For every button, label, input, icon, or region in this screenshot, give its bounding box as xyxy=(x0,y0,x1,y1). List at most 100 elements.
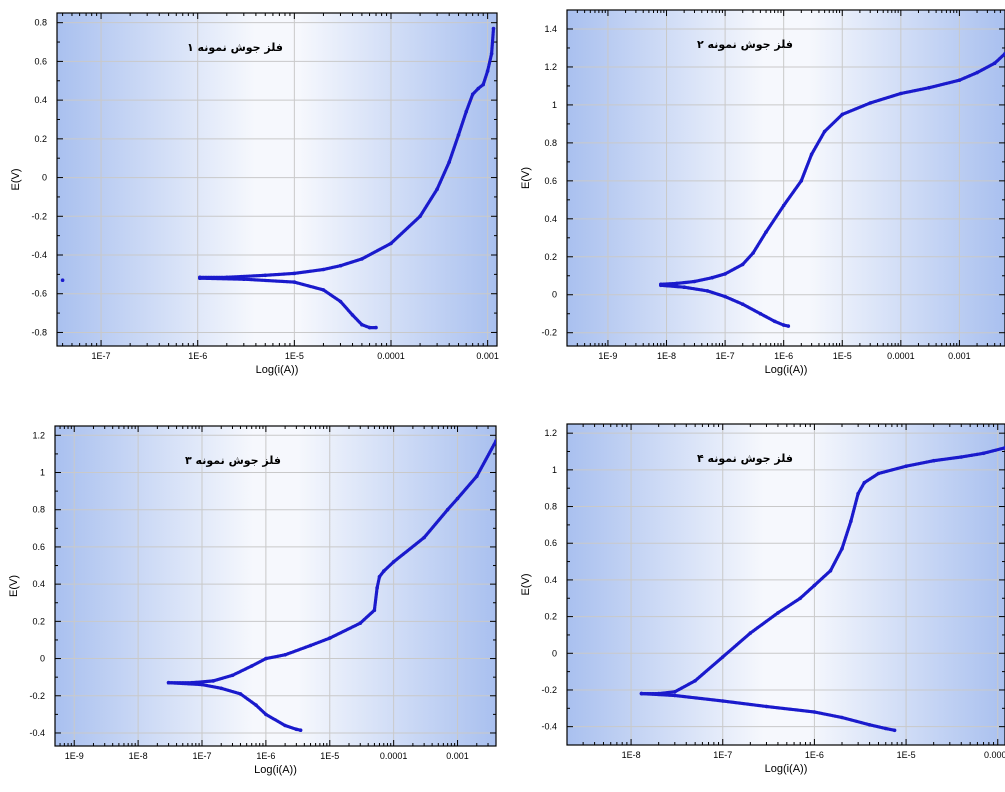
chart-title: فلز جوش نمونه ۴ xyxy=(697,452,793,465)
data-point xyxy=(491,26,496,31)
data-point xyxy=(389,241,393,246)
data-point xyxy=(249,664,254,668)
data-point xyxy=(489,51,494,56)
data-point xyxy=(931,458,936,463)
data-point xyxy=(292,271,297,276)
data-point xyxy=(447,160,452,164)
x-tick-label: 1E-8 xyxy=(622,750,641,760)
y-tick-label: 0.2 xyxy=(544,252,557,262)
data-point xyxy=(659,283,663,288)
data-point xyxy=(464,109,469,114)
data-point xyxy=(263,273,268,278)
y-tick-label: 0.2 xyxy=(34,134,47,144)
data-point xyxy=(840,546,844,551)
data-point xyxy=(360,257,364,261)
y-tick-label: 0.2 xyxy=(544,612,557,622)
data-layer xyxy=(166,439,496,732)
data-point xyxy=(639,691,644,696)
y-tick-label: -0.2 xyxy=(541,685,557,695)
data-point xyxy=(455,496,460,501)
data-point xyxy=(350,313,355,317)
y-tick-label: -0.4 xyxy=(29,728,45,738)
x-tick-label: 1E-6 xyxy=(774,351,793,361)
data-point xyxy=(254,703,258,707)
y-tick-label: 0.8 xyxy=(544,502,557,512)
data-point xyxy=(219,686,223,691)
x-tick-label: 1E-5 xyxy=(285,351,304,361)
data-point xyxy=(456,133,461,137)
data-point xyxy=(959,455,964,459)
y-tick-label: -0.2 xyxy=(29,691,45,701)
data-point xyxy=(391,560,396,564)
data-point xyxy=(740,262,745,267)
data-layer xyxy=(659,51,1005,328)
data-point xyxy=(294,727,299,732)
data-point xyxy=(328,636,332,640)
data-point xyxy=(764,230,768,234)
data-point xyxy=(723,294,727,299)
x-axis-label: Log(i(A)) xyxy=(765,364,808,376)
data-point xyxy=(485,69,490,73)
data-point xyxy=(876,471,881,476)
data-point xyxy=(927,86,931,90)
data-point xyxy=(693,679,697,683)
data-point xyxy=(494,439,496,443)
data-point xyxy=(675,281,679,286)
data-point xyxy=(828,568,833,573)
chart-title: فلز جوش نمونه ۳ xyxy=(185,454,281,467)
chart-1: 1E-7 1E-6 1E-5 0.0001 0.001 -0.8 -0.6 -0.4 -0.2 0… xyxy=(10,12,499,376)
data-point xyxy=(840,112,845,117)
y-tick-label: -0.6 xyxy=(31,289,47,299)
data-series-1 xyxy=(659,52,1005,286)
data-point xyxy=(230,673,235,678)
data-point xyxy=(481,82,486,87)
data-point xyxy=(264,712,268,717)
x-tick-label: 1E-6 xyxy=(805,750,824,760)
data-point xyxy=(867,723,872,727)
data-point xyxy=(904,464,908,469)
data-point xyxy=(211,679,215,683)
x-tick-label: 1E-7 xyxy=(92,351,111,361)
data-point xyxy=(862,480,867,485)
data-point xyxy=(751,251,755,255)
x-tick-label: 0.0001 xyxy=(984,750,1005,760)
data-point xyxy=(321,267,326,272)
data-point xyxy=(238,692,243,696)
data-point xyxy=(382,569,386,573)
x-tick-label: 0.001 xyxy=(446,751,469,761)
x-tick-label: 1E-9 xyxy=(65,751,84,761)
y-tick-label: 1 xyxy=(40,468,45,478)
data-point xyxy=(283,723,287,728)
data-layer xyxy=(60,26,496,330)
plot-background xyxy=(567,10,1005,346)
y-tick-label: 1.2 xyxy=(544,62,557,72)
x-tick-label: 0.0001 xyxy=(377,351,405,361)
y-tick-label: 0.8 xyxy=(32,505,45,515)
data-point xyxy=(812,710,817,714)
data-point xyxy=(321,288,326,292)
data-point xyxy=(720,655,725,659)
y-tick-label: -0.4 xyxy=(541,722,557,732)
plot-frame xyxy=(566,423,1005,746)
y-tick-label: 0.4 xyxy=(34,95,47,105)
data-point xyxy=(981,451,986,456)
data-point xyxy=(200,682,204,687)
data-point xyxy=(60,278,65,283)
chart-title: فلز جوش نمونه ۱ xyxy=(187,41,283,54)
y-tick-label: 0 xyxy=(552,290,557,300)
data-point xyxy=(840,715,844,720)
y-tick-label: 0.4 xyxy=(544,214,557,224)
data-point xyxy=(856,491,860,496)
y-tick-label: 1.4 xyxy=(544,24,557,34)
y-tick-label: 1 xyxy=(552,100,557,110)
x-tick-label: 1E-7 xyxy=(192,751,211,761)
x-tick-label: 1E-7 xyxy=(716,351,735,361)
data-point xyxy=(992,61,997,65)
data-point xyxy=(720,699,725,703)
x-tick-label: 1E-8 xyxy=(129,751,148,761)
x-tick-label: 1E-6 xyxy=(256,751,275,761)
y-tick-label: 1 xyxy=(552,465,557,475)
data-point xyxy=(673,690,677,694)
x-tick-label: 0.001 xyxy=(948,351,971,361)
y-tick-label: 0 xyxy=(40,654,45,664)
